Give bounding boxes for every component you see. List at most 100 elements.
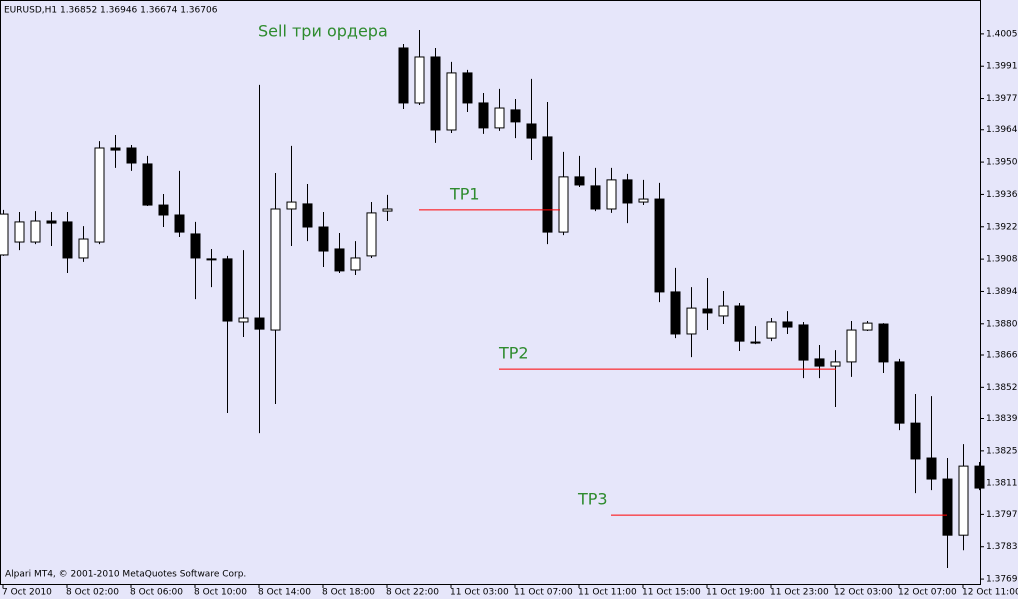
candle-body (366, 212, 377, 257)
x-tick-label: 11 Oct 19:00 (706, 588, 765, 598)
candle-body (110, 147, 121, 151)
candle-body (606, 179, 617, 210)
x-tick-label: 8 Oct 22:00 (386, 588, 439, 598)
x-tick-label: 8 Oct 06:00 (130, 588, 183, 598)
y-tick-label: 1.38665 (986, 350, 1018, 360)
x-tick-label: 11 Oct 07:00 (514, 588, 573, 598)
candle-body (222, 258, 233, 322)
candle-body (142, 163, 153, 206)
tp-label: TP1 (449, 184, 480, 203)
y-tick-label: 1.39915 (986, 62, 1018, 72)
x-tick-label: 12 Oct 03:00 (834, 588, 893, 598)
candle-body (318, 226, 329, 252)
x-tick-label: 7 Oct 2010 (2, 588, 52, 598)
candle-body (254, 317, 265, 330)
candle-body (718, 305, 729, 317)
candle-body (974, 465, 985, 489)
x-tick-label: 8 Oct 02:00 (66, 588, 119, 598)
candle-body (750, 341, 761, 344)
candle-body (350, 257, 361, 271)
candle-body (894, 361, 905, 424)
candle-body (478, 102, 489, 129)
y-tick-label: 1.38525 (986, 383, 1018, 393)
candle-body (382, 208, 393, 212)
candle-body (686, 307, 697, 335)
y-tick-label: 1.39080 (986, 255, 1018, 265)
candle-body (398, 47, 409, 104)
candle-body (238, 317, 249, 323)
y-tick-label: 1.38250 (986, 446, 1018, 456)
y-tick-label: 1.38940 (986, 287, 1018, 297)
candle-body (0, 213, 9, 256)
y-tick-label: 1.39500 (986, 158, 1018, 168)
y-tick-label: 1.38110 (986, 479, 1018, 489)
candle-body (30, 220, 41, 243)
candle-body (62, 221, 73, 259)
x-tick-label: 11 Oct 23:00 (770, 588, 829, 598)
y-tick-label: 1.38390 (986, 414, 1018, 424)
candle-body (446, 72, 457, 131)
x-tick-label: 11 Oct 03:00 (450, 588, 509, 598)
tp-label: TP3 (577, 490, 608, 509)
y-tick-label: 1.39640 (986, 125, 1018, 135)
annotation: Sell три ордера (258, 22, 388, 41)
candle-body (830, 361, 841, 367)
candle-body (590, 185, 601, 210)
x-tick-label: 11 Oct 15:00 (642, 588, 701, 598)
candle-body (206, 258, 217, 261)
candle-body (926, 457, 937, 480)
candle-body (14, 221, 25, 243)
candle-body (270, 208, 281, 331)
x-tick-label: 8 Oct 10:00 (194, 588, 247, 598)
candle-body (414, 56, 425, 104)
candle-body (46, 220, 57, 224)
candle-body (78, 238, 89, 259)
candle-body (462, 72, 473, 104)
candle-body (94, 147, 105, 243)
candle-body (654, 198, 665, 293)
candle-body (846, 329, 857, 363)
y-tick-label: 1.38800 (986, 319, 1018, 329)
x-tick-label: 12 Oct 11:00 (962, 588, 1018, 598)
candle-body (158, 204, 169, 216)
y-tick-label: 1.40055 (986, 29, 1018, 39)
y-tick-label: 1.39220 (986, 222, 1018, 232)
x-tick-label: 11 Oct 11:00 (578, 588, 637, 598)
candle-body (638, 198, 649, 203)
tp-label: TP2 (498, 344, 529, 363)
x-tick-label: 12 Oct 07:00 (898, 588, 957, 598)
candle-body (670, 291, 681, 335)
y-tick-label: 1.37835 (986, 542, 1018, 552)
candle-body (862, 322, 873, 331)
candle-body (542, 136, 553, 233)
x-tick-label: 8 Oct 14:00 (258, 588, 311, 598)
candle-body (942, 478, 953, 536)
candle-body (958, 465, 969, 536)
candle-body (702, 308, 713, 314)
candle-body (126, 147, 137, 164)
chart-title: EURUSD,H1 1.36852 1.36946 1.36674 1.3670… (4, 6, 218, 16)
candle-body (910, 422, 921, 460)
candle-body (622, 179, 633, 204)
candle-body (494, 107, 505, 129)
footer: Alpari MT4, © 2001-2010 MetaQuotes Softw… (5, 570, 246, 580)
y-tick-label: 1.39775 (986, 94, 1018, 104)
y-tick-label: 1.39360 (986, 190, 1018, 200)
candle-body (574, 176, 585, 186)
candle-body (430, 56, 441, 131)
candle-body (174, 214, 185, 233)
plot-frame (0, 0, 981, 585)
candle-body (510, 109, 521, 123)
candle-body (286, 201, 297, 210)
candle-body (766, 321, 777, 339)
candle-body (814, 358, 825, 367)
candle-body (878, 323, 889, 363)
candle-body (526, 123, 537, 139)
candle-body (558, 176, 569, 233)
candle-body (798, 324, 809, 361)
candle-body (190, 233, 201, 259)
x-tick-label: 8 Oct 18:00 (322, 588, 375, 598)
candle-body (782, 321, 793, 328)
